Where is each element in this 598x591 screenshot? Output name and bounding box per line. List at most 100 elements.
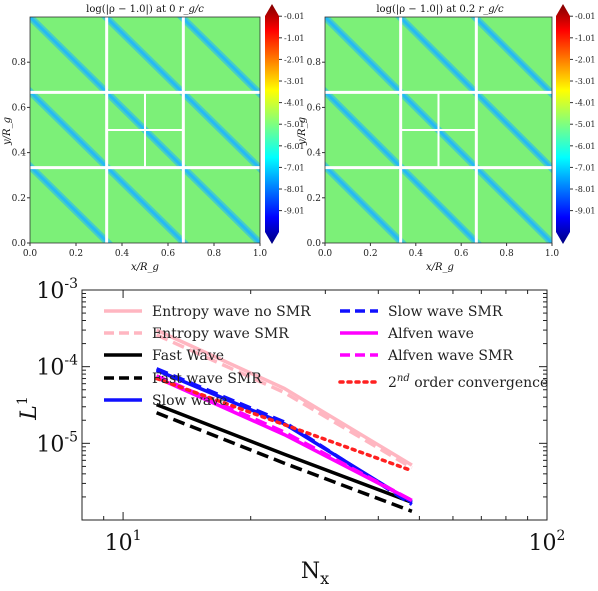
colorbar-tick-label: -6.01 — [575, 142, 596, 151]
xtick-label: 0.4 — [115, 249, 130, 259]
ylabel-sup: 1 — [15, 396, 31, 405]
ytick-label: 0.8 — [12, 58, 27, 68]
plot-ticks: 101 102 10-3 10-4 10-5 — [36, 276, 565, 556]
xlabel-main: N — [301, 559, 320, 584]
ytick-label: 0.8 — [307, 58, 322, 68]
colorbar-tick-label: -4.01 — [284, 99, 305, 108]
colorbar-left-bar — [265, 4, 279, 244]
ytick-label: 10-4 — [36, 353, 78, 381]
colorbar-left-ticks: -0.01 -1.01 -2.01 -3.01 -4.01 -5.01 -6.01 -7.01… — [279, 12, 305, 216]
legend-label-7: Alfven wave SMR — [387, 348, 513, 364]
series-line-2 — [155, 402, 413, 504]
ytick-label: 10-5 — [36, 429, 78, 457]
xlabel-sub: x — [320, 569, 329, 588]
heatmap-panel-left: log(|ρ − 1.0|) at 0 r_g/c 0.0 0.2 0.4 0.6 0.… — [2, 4, 305, 273]
colorbar-tick-label: -8.01 — [575, 185, 596, 194]
xtick-label: 0.0 — [318, 249, 333, 259]
colorbar-tick-label: -7.01 — [575, 163, 596, 172]
colorbar-right-ticks: -0.01 -1.01 -2.01 -3.01 -4.01 -5.01 -6.01 -7.01… — [570, 12, 596, 216]
ytick-label: 0.2 — [12, 194, 26, 204]
heatmap-axes-right: 0.0 0.2 0.4 0.6 0.8 1.0 0.0 0.2 0.4 0.6 0.8 — [307, 16, 560, 259]
legend-label-1: Entropy wave SMR — [152, 326, 289, 342]
xtick-label: 101 — [105, 528, 142, 556]
ytick-label: 0.2 — [307, 194, 321, 204]
ytick-label: 0.4 — [12, 149, 27, 159]
plot-frame — [81, 289, 548, 521]
series-line-1 — [155, 333, 413, 470]
legend-label-3: Fast wave SMR — [152, 371, 262, 387]
colorbar-tick-label: -5.01 — [575, 120, 596, 129]
xtick-label: 0.0 — [23, 249, 38, 259]
colorbar-tick-label: -0.01 — [575, 12, 596, 21]
colorbar-tick-label: -1.01 — [575, 34, 596, 43]
heatmap-stripe-core-1 — [30, 89, 187, 243]
heatmap-frame — [29, 16, 261, 244]
ylabel-left: y/R_g — [2, 117, 13, 146]
heatmap-stripe-core-0 — [325, 164, 405, 243]
colorbar-tick-label: -4.01 — [575, 99, 596, 108]
xlabel-bottom: Nx — [301, 559, 329, 588]
heatmap-panel-right: log(|ρ − 1.0|) at 0.2 r_g/c 0.0 0.2 0.4 0.6… — [297, 4, 596, 273]
colorbar-tick-label: -5.01 — [284, 120, 305, 129]
heatmap-stripe-core-0 — [30, 164, 111, 243]
heatmap-stripe-core-3 — [397, 17, 552, 171]
legend-label-8: 2nd order convergence — [388, 373, 548, 391]
colorbar-tick-label: -3.01 — [575, 77, 596, 86]
heatmap-field — [325, 17, 552, 243]
heatmap-stripe-core-1 — [325, 89, 480, 243]
colorbar-right: -0.01 -1.01 -2.01 -3.01 -4.01 -5.01 -6.01 -7.01… — [556, 4, 596, 244]
xtick-label: 102 — [529, 528, 566, 556]
xtick-label: 0.6 — [161, 249, 176, 259]
xtick-label: 1.0 — [545, 249, 560, 259]
heatmap-image-left — [30, 17, 260, 243]
plot-series — [154, 328, 414, 513]
xtick-label: 0.6 — [454, 249, 469, 259]
heatmap-field — [30, 17, 260, 243]
ylabel-bottom: L1 — [15, 396, 42, 421]
colorbar-tick-label: -1.01 — [284, 34, 305, 43]
heatmap-stripe-core-4 — [179, 17, 260, 96]
plot-legend: Entropy wave no SMR Entropy wave SMR Fast … — [104, 304, 548, 409]
colorbar-right-bar — [556, 4, 570, 244]
colorbar-tick-label: -9.01 — [284, 207, 305, 216]
heatmap-frame — [324, 16, 553, 244]
heatmap-image-right — [325, 17, 552, 243]
heatmap-axes-left: 0.0 0.2 0.4 0.6 0.8 1.0 0.0 0.2 0.4 0.6 0.8 — [12, 16, 268, 259]
series-line-0 — [155, 328, 413, 467]
xtick-label: 0.2 — [69, 249, 83, 259]
legend-label-6: Alfven wave — [387, 326, 474, 342]
colorbar-tick-label: -6.01 — [284, 142, 305, 151]
series-line-7 — [155, 374, 413, 502]
ylabel-main: L — [17, 405, 42, 421]
ytick-label: 0.6 — [307, 103, 322, 113]
xtick-label: 0.2 — [363, 249, 377, 259]
heatmap-stripe-core-4 — [472, 17, 552, 96]
ytick-label: 0.0 — [307, 239, 322, 249]
colorbar-tick-label: -0.01 — [284, 12, 305, 21]
series-line-8 — [154, 376, 414, 473]
legend-label-2: Fast Wave — [152, 348, 224, 364]
ytick-label: 0.4 — [307, 149, 322, 159]
xlabel-right: x/R_g — [426, 262, 454, 273]
ytick-label: 0.0 — [12, 239, 27, 249]
xlabel-left: x/R_g — [131, 262, 159, 273]
ylabel-right: y/R_g — [297, 117, 308, 146]
ytick-label: 10-3 — [36, 276, 78, 304]
ytick-label: 0.6 — [12, 103, 27, 113]
xtick-label: 0.8 — [207, 249, 222, 259]
legend-label-4: Slow wave — [152, 393, 227, 409]
legend-label-0: Entropy wave no SMR — [152, 304, 311, 320]
colorbar-tick-label: -3.01 — [284, 77, 305, 86]
colorbar-tick-label: -2.01 — [284, 55, 305, 64]
colorbar-tick-label: -2.01 — [575, 55, 596, 64]
panel-title-right: log(|ρ − 1.0|) at 0.2 r_g/c — [376, 4, 504, 15]
heatmap-stripe-core-3 — [103, 17, 260, 171]
series-line-3 — [155, 411, 413, 513]
legend-label-5: Slow wave SMR — [388, 304, 503, 320]
xtick-label: 1.0 — [253, 249, 268, 259]
xtick-label: 0.4 — [409, 249, 424, 259]
xtick-label: 0.8 — [499, 249, 514, 259]
colorbar-left: -0.01 -1.01 -2.01 -3.01 -4.01 -5.01 -6.01 -7.01… — [265, 4, 305, 244]
